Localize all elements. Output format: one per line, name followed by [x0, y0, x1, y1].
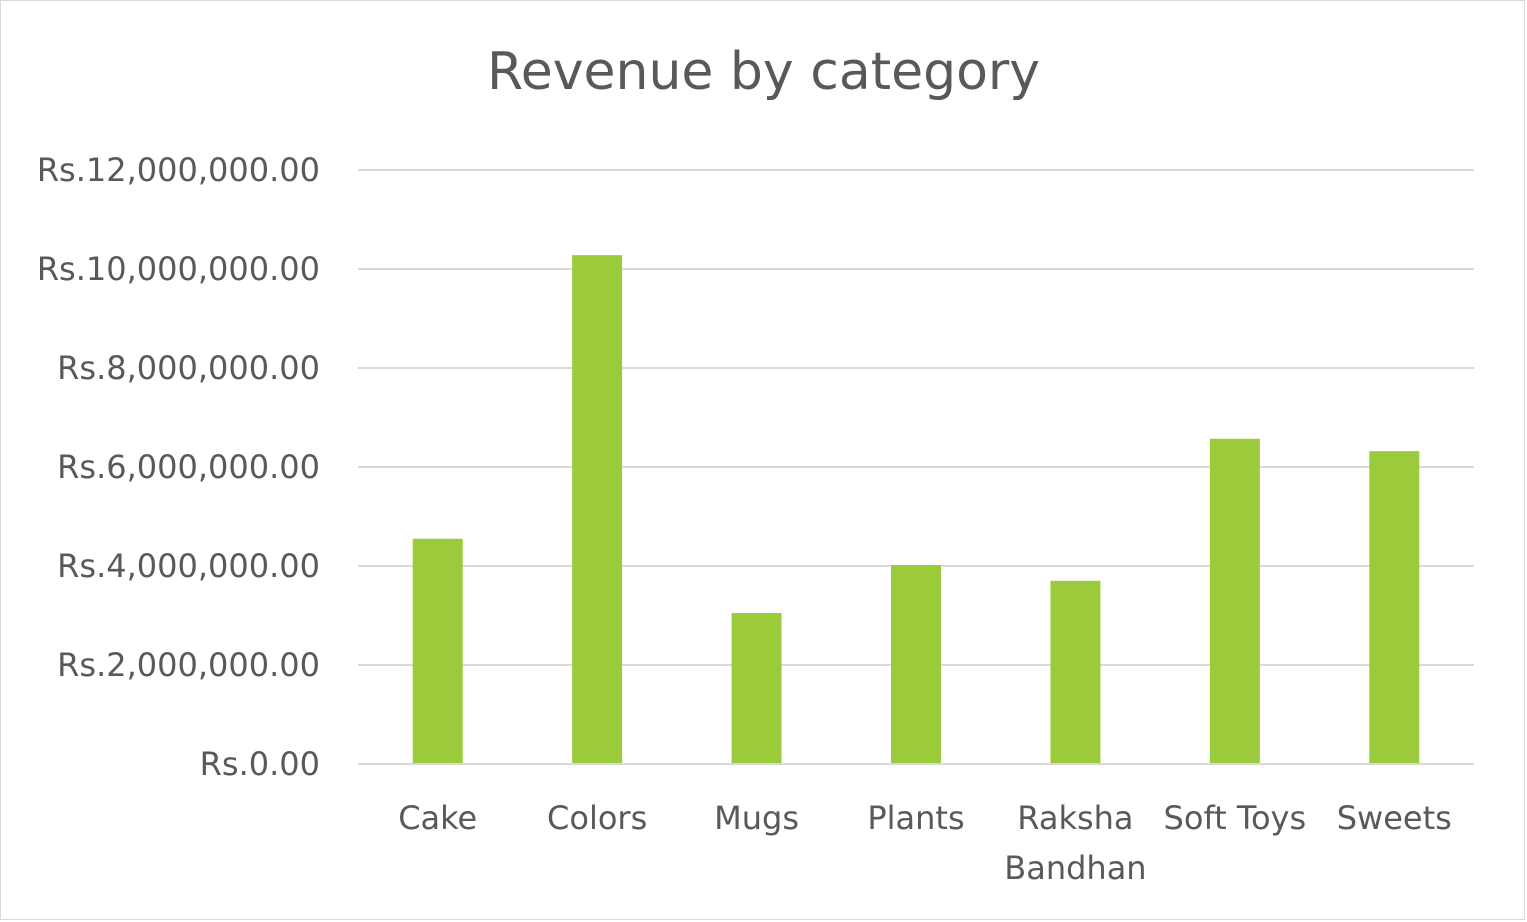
x-category-label: Cake — [398, 799, 477, 837]
x-category-label: Sweets — [1337, 799, 1452, 837]
y-tick-label: Rs.6,000,000.00 — [57, 448, 320, 486]
y-axis-ticks: Rs.0.00 Rs.2,000,000.00 Rs.4,000,000.00 Rs.… — [37, 151, 320, 783]
bar-sweets — [1369, 451, 1420, 764]
bar-cake — [412, 538, 463, 764]
y-tick-label: Rs.10,000,000.00 — [37, 250, 320, 288]
bar-mugs — [731, 613, 782, 764]
x-category-label: Plants — [867, 799, 964, 837]
y-tick-label: Rs.4,000,000.00 — [57, 547, 320, 585]
x-category-label: Mugs — [714, 799, 799, 837]
x-category-label: Soft Toys — [1164, 799, 1307, 837]
bar-raksha-bandhan — [1050, 580, 1101, 764]
x-category-label: Raksha Bandhan — [1004, 799, 1146, 887]
bar-colors — [572, 255, 623, 764]
bars — [358, 255, 1474, 765]
y-tick-label: Rs.0.00 — [200, 745, 320, 783]
x-axis-labels: Cake Colors Mugs Plants Raksha Bandhan Soft To… — [398, 799, 1452, 887]
y-tick-label: Rs.8,000,000.00 — [57, 349, 320, 387]
bar-plants — [891, 565, 941, 764]
chart-title: Revenue by category — [486, 42, 1041, 102]
x-category-label: Colors — [547, 799, 647, 837]
y-tick-label: Rs.2,000,000.00 — [57, 646, 320, 684]
bar-soft-toys — [1209, 438, 1260, 764]
y-tick-label: Rs.12,000,000.00 — [37, 151, 320, 189]
